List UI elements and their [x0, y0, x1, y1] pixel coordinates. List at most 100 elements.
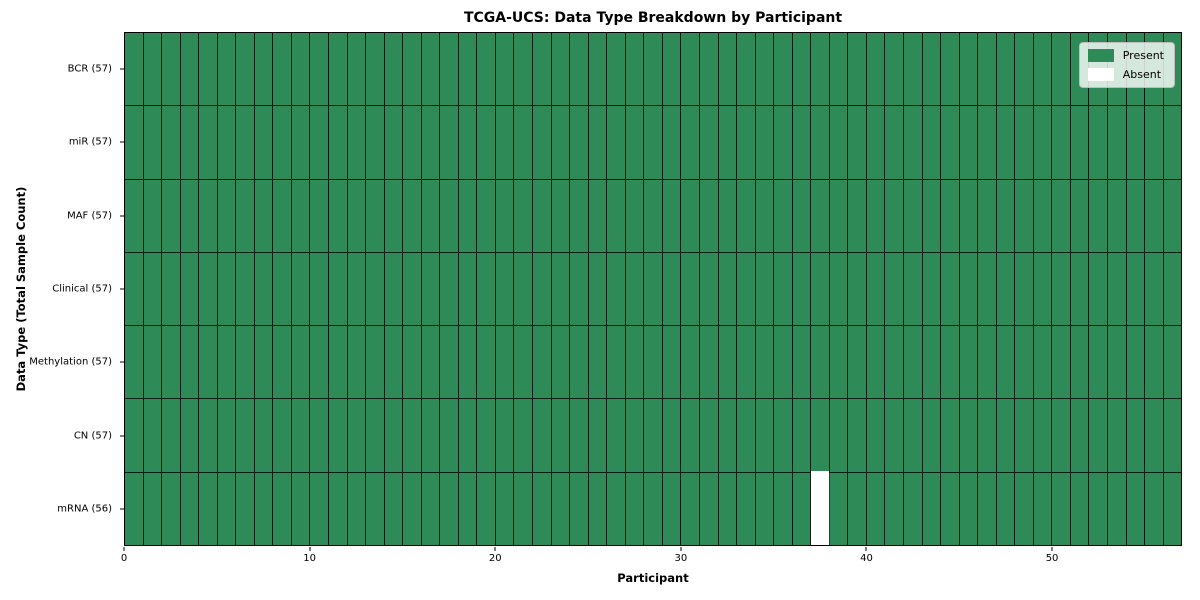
heatmap-cell: [143, 106, 163, 179]
heatmap-cell: [792, 399, 812, 472]
heatmap-cell: [366, 179, 385, 252]
heatmap-cell: [922, 252, 942, 326]
heatmap-cell: [254, 33, 274, 106]
heatmap-cell: [903, 326, 923, 399]
heatmap-cell: [570, 33, 589, 106]
heatmap-cell: [1107, 326, 1127, 399]
heatmap-cell: [959, 472, 979, 545]
heatmap-cell: [699, 33, 719, 106]
heatmap-cell: [1107, 399, 1127, 472]
heatmap-cell: [996, 179, 1016, 252]
heatmap-cell: [1015, 179, 1034, 252]
heatmap-cell: [254, 326, 274, 399]
heatmap-cell: [625, 399, 645, 472]
heatmap-cell: [403, 33, 422, 106]
heatmap-cell: [310, 472, 330, 545]
heatmap-cell: [829, 106, 849, 179]
legend-swatch-absent-icon: [1087, 68, 1114, 81]
heatmap-cell: [477, 252, 496, 326]
heatmap-cell: [384, 33, 404, 106]
heatmap-cell: [143, 326, 163, 399]
heatmap-cell: [162, 326, 181, 399]
x-tick-label: 40: [860, 553, 873, 564]
heatmap-cell: [236, 179, 255, 252]
heatmap-cell: [662, 252, 682, 326]
heatmap-cell: [681, 252, 700, 326]
heatmap-cell: [588, 326, 608, 399]
heatmap-cell: [254, 399, 274, 472]
heatmap-cell: [588, 106, 608, 179]
heatmap-cell: [866, 179, 886, 252]
heatmap-cell: [718, 252, 738, 326]
heatmap-cell: [162, 252, 181, 326]
heatmap-cell: [755, 399, 775, 472]
heatmap-cell: [1070, 252, 1090, 326]
heatmap-cell: [347, 106, 367, 179]
x-tick-mark: [865, 547, 867, 551]
plot-area: Present Absent: [124, 32, 1182, 546]
heatmap-cell: [440, 399, 459, 472]
heatmap-cell: [941, 106, 960, 179]
heatmap-cell: [217, 33, 237, 106]
heatmap-cell: [1107, 252, 1127, 326]
heatmap-cell: [458, 326, 478, 399]
y-tick-mark: [120, 508, 124, 510]
heatmap-cell: [1145, 399, 1164, 472]
heatmap-cell: [885, 179, 904, 252]
heatmap-cell: [681, 326, 700, 399]
y-tick-mark: [120, 141, 124, 143]
heatmap-cell: [1126, 106, 1146, 179]
heatmap-cell: [180, 326, 200, 399]
legend: Present Absent: [1078, 42, 1175, 88]
heatmap-cell: [180, 252, 200, 326]
heatmap-cell: [792, 326, 812, 399]
heatmap-cell: [347, 33, 367, 106]
heatmap-cell: [718, 106, 738, 179]
heatmap-cell: [199, 326, 218, 399]
y-tick-label: Methylation (57): [29, 356, 112, 368]
heatmap-cell: [310, 399, 330, 472]
heatmap-cell: [551, 472, 571, 545]
heatmap-cell: [329, 472, 348, 545]
heatmap-cell: [903, 252, 923, 326]
heatmap-cell: [811, 326, 830, 399]
heatmap-cell: [681, 106, 700, 179]
heatmap-cell: [1052, 252, 1071, 326]
heatmap-cell: [737, 252, 756, 326]
heatmap-cell: [941, 472, 960, 545]
heatmap-cell: [607, 399, 626, 472]
heatmap-cell: [644, 179, 663, 252]
heatmap-cell: [384, 326, 404, 399]
heatmap-cell: [1126, 252, 1146, 326]
legend-label-absent: Absent: [1122, 68, 1162, 81]
heatmap-cell: [421, 33, 441, 106]
heatmap-cell: [143, 179, 163, 252]
heatmap-cell: [607, 33, 626, 106]
heatmap-cell: [125, 252, 144, 326]
heatmap-cell: [366, 399, 385, 472]
heatmap-cell: [662, 106, 682, 179]
heatmap-cell: [662, 472, 682, 545]
heatmap-cell: [533, 472, 552, 545]
heatmap-cell: [1052, 179, 1071, 252]
heatmap-cell: [681, 399, 700, 472]
heatmap-cell: [996, 326, 1016, 399]
heatmap-cell: [366, 326, 385, 399]
x-tick-label: 30: [674, 553, 688, 564]
heatmap-cell: [1145, 472, 1164, 545]
heatmap-cell: [1070, 399, 1090, 472]
heatmap-cell: [848, 33, 867, 106]
heatmap-cell: [1126, 399, 1146, 472]
heatmap-cell: [737, 179, 756, 252]
heatmap-cell: [477, 179, 496, 252]
heatmap-cell: [625, 326, 645, 399]
heatmap-cell: [625, 33, 645, 106]
heatmap-cell: [959, 106, 979, 179]
heatmap-cell: [403, 252, 422, 326]
heatmap-cell: [866, 326, 886, 399]
heatmap-cell: [866, 33, 886, 106]
heatmap-cell: [254, 179, 274, 252]
heatmap-cell: [811, 399, 830, 472]
heatmap-cell: [588, 399, 608, 472]
heatmap-cell: [421, 472, 441, 545]
